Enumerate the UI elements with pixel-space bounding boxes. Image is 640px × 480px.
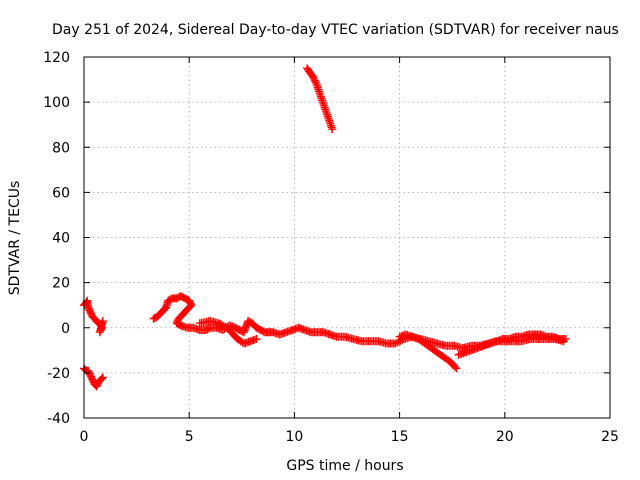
series-arc-a bbox=[80, 296, 107, 337]
series-arc-f bbox=[454, 330, 570, 359]
axis-ticks: 0 5 10 15 20 25 -40 -20 0 20 40 60 80 100 120 bbox=[43, 50, 619, 445]
data-point bbox=[252, 335, 261, 344]
series-arc-g bbox=[303, 64, 337, 134]
series-arc-b bbox=[80, 364, 107, 391]
data-point bbox=[216, 320, 225, 329]
y-tick-label: 120 bbox=[43, 50, 70, 66]
data-point bbox=[219, 321, 228, 330]
data-point bbox=[310, 76, 319, 85]
data-point bbox=[97, 325, 106, 334]
series-group bbox=[80, 64, 570, 391]
y-tick-label: 20 bbox=[52, 276, 70, 292]
data-point bbox=[309, 73, 318, 82]
data-point bbox=[394, 337, 403, 346]
y-tick-label: 0 bbox=[61, 321, 70, 337]
data-point bbox=[311, 78, 320, 87]
y-tick-label: -40 bbox=[47, 411, 70, 427]
x-axis-label: GPS time / hours bbox=[286, 458, 403, 474]
data-point bbox=[218, 321, 227, 330]
data-point bbox=[452, 364, 461, 373]
y-tick-label: 40 bbox=[52, 231, 70, 247]
series-arc-e bbox=[395, 330, 461, 373]
y-tick-label: -20 bbox=[47, 366, 70, 382]
data-point bbox=[328, 125, 337, 134]
data-point bbox=[561, 335, 570, 344]
y-axis-label: SDTVAR / TECUs bbox=[7, 181, 23, 296]
y-tick-label: 80 bbox=[52, 140, 70, 156]
y-tick-label: 60 bbox=[52, 185, 70, 201]
data-point bbox=[393, 338, 402, 347]
data-point bbox=[97, 323, 106, 332]
x-tick-label: 0 bbox=[80, 429, 89, 445]
data-point bbox=[391, 339, 400, 348]
grid-lines bbox=[84, 57, 610, 418]
data-point bbox=[214, 319, 223, 328]
data-point bbox=[451, 363, 460, 372]
x-tick-label: 5 bbox=[185, 429, 194, 445]
x-tick-label: 10 bbox=[285, 429, 303, 445]
chart-title: Day 251 of 2024, Sidereal Day-to-day VTE… bbox=[52, 22, 619, 38]
data-point bbox=[310, 74, 319, 83]
x-tick-label: 20 bbox=[496, 429, 514, 445]
series-arc-d bbox=[195, 316, 261, 348]
y-tick-label: 100 bbox=[43, 95, 70, 111]
x-tick-label: 25 bbox=[601, 429, 619, 445]
x-tick-label: 15 bbox=[391, 429, 409, 445]
data-point bbox=[396, 336, 405, 345]
data-point bbox=[97, 374, 106, 383]
data-point bbox=[98, 373, 107, 382]
